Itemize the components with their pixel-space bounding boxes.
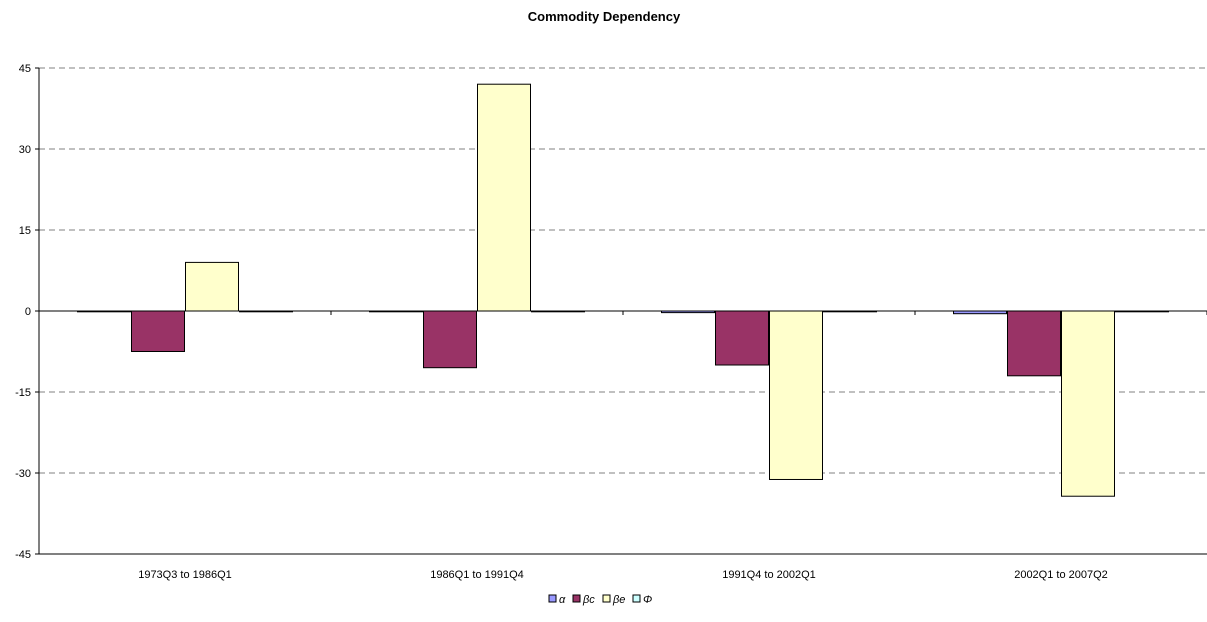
bar	[532, 311, 585, 312]
bar	[78, 311, 131, 312]
bar	[1008, 311, 1061, 376]
chart-title: Commodity Dependency	[528, 9, 681, 24]
bar	[1116, 311, 1169, 312]
x-tick-label: 1991Q4 to 2002Q1	[722, 569, 816, 581]
x-tick-label: 2002Q1 to 2007Q2	[1014, 569, 1108, 581]
bar	[824, 311, 877, 312]
bar	[662, 311, 715, 313]
bar	[240, 311, 293, 312]
bar	[478, 84, 531, 311]
x-tick-label: 1986Q1 to 1991Q4	[430, 569, 524, 581]
x-tick-label: 1973Q3 to 1986Q1	[138, 569, 232, 581]
bar	[954, 311, 1007, 314]
legend: α βc βe Φ	[549, 594, 652, 606]
legend-label: βe	[612, 594, 625, 606]
y-tick-label: 15	[19, 225, 31, 237]
legend-label: βc	[582, 594, 595, 606]
y-tick-label: 45	[19, 63, 31, 75]
y-tick-label: -45	[15, 549, 31, 561]
bar	[370, 311, 423, 312]
legend-label: α	[559, 594, 566, 606]
bars	[78, 84, 1169, 496]
legend-swatch	[549, 595, 556, 602]
bar	[770, 311, 823, 479]
bar	[424, 311, 477, 368]
legend-swatch	[603, 595, 610, 602]
y-tick-label: -30	[15, 468, 31, 480]
y-tick-label: -15	[15, 387, 31, 399]
bar	[132, 311, 185, 352]
bar	[716, 311, 769, 365]
x-tick-labels: 1973Q3 to 1986Q1 1986Q1 to 1991Q4 1991Q4 t…	[138, 569, 1108, 581]
y-tick-labels: 45 30 15 0 -15 -30 -45	[15, 63, 31, 561]
legend-swatch	[633, 595, 640, 602]
bar	[186, 262, 239, 311]
legend-label: Φ	[643, 594, 652, 606]
y-tick-label: 30	[19, 144, 31, 156]
legend-swatch	[573, 595, 580, 602]
bar	[1062, 311, 1115, 496]
y-tick-label: 0	[25, 306, 31, 318]
